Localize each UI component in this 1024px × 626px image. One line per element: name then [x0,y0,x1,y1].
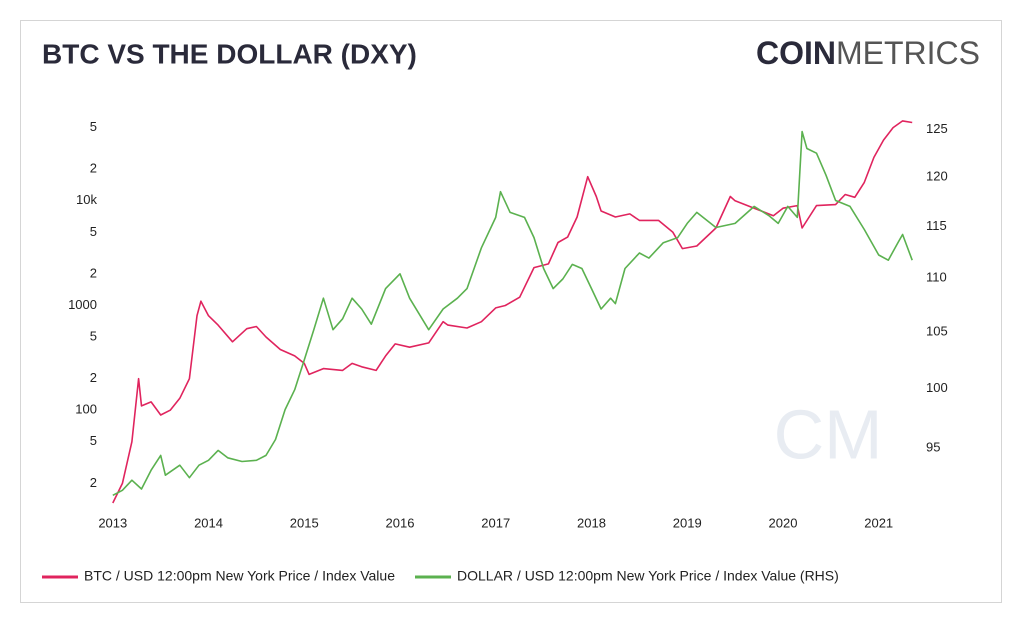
y-tick-label: 5 [90,433,97,448]
y2-tick-label: 120 [926,169,948,184]
x-tick-label: 2013 [98,515,127,530]
legend-label: BTC / USD 12:00pm New York Price / Index… [84,568,395,584]
y-tick-label: 5 [90,224,97,239]
x-tick-label: 2018 [577,515,606,530]
y-tick-label: 2 [90,265,97,280]
y-tick-label: 2 [90,475,97,490]
logo-light: METRICS [836,35,980,71]
y-tick-label: 2 [90,370,97,385]
y2-tick-label: 100 [926,380,948,395]
x-tick-label: 2019 [673,515,702,530]
x-tick-label: 2017 [481,515,510,530]
frame [20,20,1002,603]
chart-title: BTC VS THE DOLLAR (DXY) [42,38,417,69]
y2-tick-label: 95 [926,439,940,454]
y2-tick-label: 125 [926,121,948,136]
watermark: CM [774,395,883,473]
x-tick-label: 2014 [194,515,223,530]
y-tick-label: 1000 [68,297,97,312]
y-tick-label: 5 [90,328,97,343]
logo-bold: COIN [756,35,836,71]
logo: COINMETRICS [756,35,980,71]
x-tick-label: 2015 [290,515,319,530]
legend-label: DOLLAR / USD 12:00pm New York Price / In… [457,568,839,584]
x-tick-label: 2016 [386,515,415,530]
y-tick-label: 5 [90,119,97,134]
y2-tick-label: 110 [926,269,947,284]
x-tick-label: 2020 [769,515,798,530]
y-tick-label: 100 [75,402,97,417]
x-tick-label: 2021 [864,515,893,530]
y2-tick-label: 105 [926,323,948,338]
y-tick-label: 10k [76,192,97,207]
y2-tick-label: 115 [926,218,947,233]
series-line [112,130,913,497]
y-tick-label: 2 [90,161,97,176]
